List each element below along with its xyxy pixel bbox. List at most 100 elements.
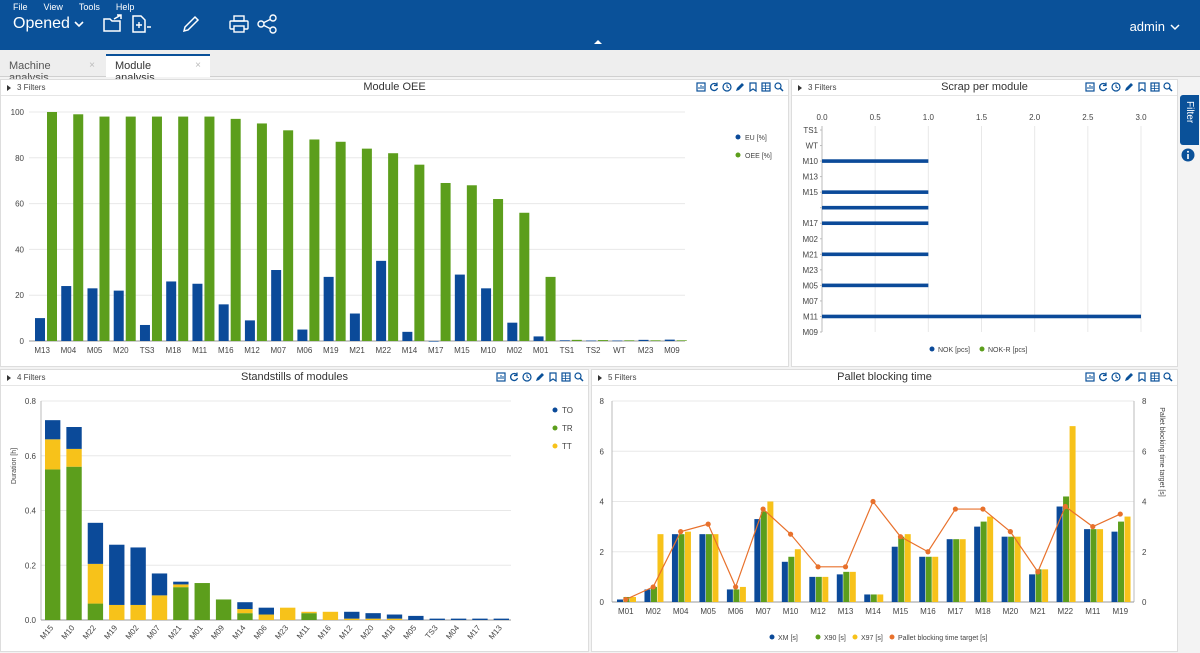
x-tick-label: M05	[401, 623, 418, 641]
x-tick-label: M06	[297, 346, 313, 355]
refresh-icon[interactable]	[1098, 372, 1108, 382]
expand-filters-icon[interactable]	[598, 375, 602, 381]
print-icon[interactable]	[228, 14, 250, 34]
bar-oee	[99, 116, 110, 341]
x-tick-label: M16	[316, 623, 333, 641]
bar-tt	[386, 618, 403, 620]
info-icon[interactable]	[1181, 148, 1195, 162]
bar-xm	[754, 519, 761, 602]
panel-header: 5 Filters Pallet blocking time	[592, 370, 1177, 386]
target-point	[650, 584, 656, 590]
y-tick-label: 0.2	[25, 561, 37, 570]
menu-file[interactable]: File	[13, 2, 28, 12]
table-icon[interactable]	[1150, 82, 1160, 92]
menu-tools[interactable]: Tools	[78, 2, 100, 12]
close-icon[interactable]: ×	[89, 60, 95, 71]
filter-side-tab[interactable]: Filter	[1180, 95, 1199, 145]
bar-x97	[739, 586, 746, 602]
menu-help[interactable]: Help	[115, 2, 135, 12]
x-tick-label: M19	[323, 346, 339, 355]
bar-x90	[705, 534, 712, 602]
bar-tr	[87, 603, 104, 620]
bookmark-icon[interactable]	[548, 372, 558, 382]
clock-icon[interactable]	[522, 372, 532, 382]
refresh-icon[interactable]	[709, 82, 719, 92]
bar-eu	[481, 288, 492, 341]
bookmark-icon[interactable]	[1137, 82, 1147, 92]
filters-count[interactable]: 4 Filters	[17, 373, 46, 382]
bar-eu	[192, 283, 203, 341]
zoom-icon[interactable]	[574, 372, 584, 382]
share-icon[interactable]	[256, 14, 278, 34]
collapse-toolbar-icon[interactable]	[594, 40, 602, 44]
x-tick-label: M02	[124, 623, 141, 641]
table-icon[interactable]	[761, 82, 771, 92]
bar-oee	[125, 116, 136, 341]
bar-eu	[244, 320, 255, 341]
table-icon[interactable]	[561, 372, 571, 382]
tab-machine-analysis[interactable]: Machine analysis ×	[0, 54, 104, 84]
zoom-icon[interactable]	[774, 82, 784, 92]
filters-count[interactable]: 3 Filters	[17, 83, 46, 92]
bar-eu	[349, 313, 360, 341]
bar-xm	[671, 534, 678, 602]
user-menu[interactable]: admin	[1130, 19, 1180, 34]
x-tick-label: M11	[192, 346, 208, 355]
filters-count[interactable]: 3 Filters	[808, 83, 837, 92]
zoom-icon[interactable]	[1163, 372, 1173, 382]
open-folder-icon[interactable]	[102, 14, 124, 34]
bar-x97	[877, 594, 884, 602]
bar-tr	[45, 469, 61, 620]
filters-count[interactable]: 5 Filters	[608, 373, 637, 382]
menu-bar: File View Tools Help	[13, 2, 134, 12]
clock-icon[interactable]	[1111, 82, 1121, 92]
expand-filters-icon[interactable]	[7, 85, 11, 91]
legend-label: Pallet blocking time target [s]	[898, 635, 988, 642]
bar-tt	[237, 609, 253, 614]
target-point	[705, 521, 711, 527]
edit-pencil-icon[interactable]	[180, 14, 202, 34]
table-icon[interactable]	[1150, 372, 1160, 382]
refresh-icon[interactable]	[1098, 82, 1108, 92]
clock-icon[interactable]	[722, 82, 732, 92]
edit-icon[interactable]	[1124, 82, 1134, 92]
bar-x97	[1042, 569, 1049, 602]
filter-tab-label: Filter	[1184, 101, 1195, 124]
bar-eu	[297, 329, 308, 341]
target-point	[815, 564, 821, 570]
x-tick-label: M23	[273, 623, 290, 641]
bar-xm	[946, 539, 953, 602]
bar-nok	[822, 252, 929, 257]
expand-filters-icon[interactable]	[7, 375, 11, 381]
tab-module-analysis[interactable]: Module analysis ×	[106, 54, 210, 84]
expand-filters-icon[interactable]	[798, 85, 802, 91]
edit-icon[interactable]	[535, 372, 545, 382]
zoom-icon[interactable]	[1163, 82, 1173, 92]
panel-header: 3 Filters Module OEE	[1, 80, 788, 96]
close-icon[interactable]: ×	[195, 60, 201, 71]
bookmark-icon[interactable]	[748, 82, 758, 92]
legend-label: TR	[562, 424, 573, 433]
bar-to	[429, 618, 445, 620]
bookmark-icon[interactable]	[1137, 372, 1147, 382]
y-tick-label: 20	[15, 291, 24, 300]
chevron-down-icon	[1170, 23, 1180, 30]
target-point	[897, 534, 904, 540]
chart-type-icon[interactable]	[1085, 372, 1095, 382]
menu-view[interactable]: View	[43, 2, 63, 12]
chart-type-icon[interactable]	[496, 372, 506, 382]
bar-nok	[822, 314, 1141, 319]
y-tick-label: M17	[802, 219, 818, 228]
user-name: admin	[1129, 19, 1165, 34]
edit-icon[interactable]	[1124, 372, 1134, 382]
chart-type-icon[interactable]	[1085, 82, 1095, 92]
chart-type-icon[interactable]	[696, 82, 706, 92]
target-point	[842, 564, 849, 570]
clock-icon[interactable]	[1111, 372, 1121, 382]
edit-icon[interactable]	[735, 82, 745, 92]
bar-x90	[925, 556, 932, 602]
new-document-icon[interactable]	[130, 14, 152, 34]
refresh-icon[interactable]	[509, 372, 519, 382]
bar-nok	[822, 159, 929, 163]
opened-dropdown[interactable]: Opened	[13, 15, 84, 33]
